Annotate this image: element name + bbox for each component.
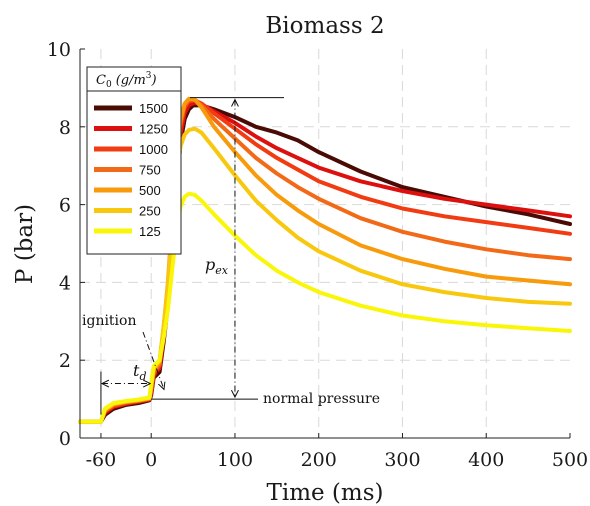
x-tick-label-6: 500 bbox=[552, 449, 588, 471]
legend-title-exp: 3 bbox=[146, 71, 152, 81]
legend-title: C0 (g/m3) bbox=[96, 71, 157, 90]
legend-label-250: 250 bbox=[139, 204, 161, 219]
y-tick-label-1: 2 bbox=[59, 350, 71, 372]
x-axis-label: Time (ms) bbox=[267, 480, 384, 506]
legend: C0 (g/m3) 1500 1250 1000 750 500 250 125 bbox=[86, 66, 182, 255]
td-label-sub: d bbox=[139, 370, 146, 383]
normal-pressure-label: normal pressure bbox=[263, 391, 380, 407]
series-lines bbox=[78, 96, 572, 424]
y-tick-label-0: 0 bbox=[59, 428, 71, 450]
y-tick-label-2: 4 bbox=[59, 272, 71, 294]
x-tick-label-3: 200 bbox=[301, 449, 337, 471]
y-tick-label-3: 6 bbox=[59, 195, 71, 217]
pex-label: pex bbox=[205, 255, 229, 277]
td-label: td bbox=[133, 361, 146, 383]
legend-label-500: 500 bbox=[139, 183, 161, 198]
axes bbox=[79, 48, 571, 439]
legend-label-1000: 1000 bbox=[139, 142, 168, 157]
legend-items: 1500 1250 1000 750 500 250 125 bbox=[94, 101, 168, 239]
annotations: ignition td pex normal pressure bbox=[82, 97, 380, 415]
y-axis-label: P (bar) bbox=[12, 204, 38, 284]
pex-label-main: p bbox=[205, 255, 215, 274]
legend-label-1250: 1250 bbox=[139, 122, 168, 137]
chart-title: Biomass 2 bbox=[265, 13, 384, 39]
legend-title-c: C bbox=[96, 73, 106, 88]
x-tick-label-2: 100 bbox=[217, 449, 253, 471]
legend-title-sub: 0 bbox=[106, 80, 112, 90]
x-tick-label-4: 300 bbox=[384, 449, 420, 471]
x-tick-label-0: -60 bbox=[86, 449, 117, 471]
legend-label-125: 125 bbox=[139, 224, 161, 239]
series-line-125 bbox=[78, 191, 572, 424]
legend-title-unit: (g/m bbox=[116, 73, 146, 88]
tick-labels: -60 0 100 200 300 400 500 0 2 4 6 8 10 bbox=[47, 39, 588, 471]
td-label-main: t bbox=[133, 361, 140, 380]
ignition-arrow bbox=[142, 331, 164, 389]
y-tick-label-5: 10 bbox=[47, 39, 71, 61]
ignition-label: ignition bbox=[82, 313, 136, 329]
legend-title-close: ) bbox=[151, 73, 157, 88]
legend-label-750: 750 bbox=[139, 163, 161, 178]
pex-label-sub: ex bbox=[215, 264, 229, 277]
x-tick-label-1: 0 bbox=[145, 449, 157, 471]
legend-box bbox=[86, 66, 182, 255]
x-tick-label-5: 400 bbox=[468, 449, 504, 471]
y-tick-label-4: 8 bbox=[59, 117, 71, 139]
legend-label-1500: 1500 bbox=[139, 101, 168, 116]
